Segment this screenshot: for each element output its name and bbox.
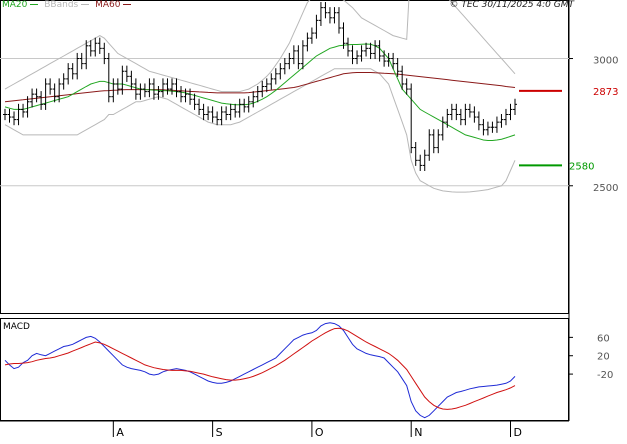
price-ytick-label: 3000	[593, 56, 618, 67]
legend-ma20: MA20	[2, 0, 28, 10]
bollinger-bands	[4, 0, 516, 193]
macd-series-macd	[4, 322, 516, 419]
x-tick-label: O	[315, 426, 324, 439]
moving-averages	[4, 43, 516, 141]
x-tick-label: S	[216, 426, 223, 439]
annotation-label: 2580	[569, 161, 594, 172]
macd-ytick-label: 60	[597, 333, 610, 344]
macd-series-signal	[4, 327, 516, 410]
x-tick-label: D	[513, 426, 521, 439]
ma60-line	[4, 72, 516, 103]
x-tick-label: N	[414, 426, 422, 439]
legend-ma20-swatch	[30, 4, 39, 5]
macd-panel-frame	[0, 318, 569, 421]
x-tick-label: A	[116, 426, 124, 439]
annotation-label: 2873	[593, 87, 618, 98]
bbands-lower-line	[4, 68, 516, 193]
copyright-timestamp: © TEC 30/11/2025 4:0 GMT	[449, 0, 574, 10]
price-ytick-label: 2500	[593, 183, 618, 194]
legend-bbands: BBands	[44, 0, 79, 10]
legend-bbands-swatch	[81, 4, 90, 5]
legend-ma60: MA60	[95, 0, 121, 10]
ma20-line	[4, 43, 516, 141]
legend: MA20 BBands MA60	[2, 0, 134, 11]
price-annotations: 2873 2580	[519, 87, 618, 172]
macd-ytick-label: -20	[597, 370, 613, 381]
macd-ytick-label: 20	[597, 352, 610, 363]
bbands-upper-line	[4, 0, 516, 93]
macd-title: MACD	[3, 322, 30, 332]
axis-ticks: 2500 3000 60 20 -20 A S O N D	[112, 56, 618, 439]
price-panel-frame	[0, 0, 569, 314]
legend-ma60-swatch	[123, 4, 132, 5]
macd-lines	[4, 322, 516, 419]
ohlc-bars	[3, 2, 517, 172]
